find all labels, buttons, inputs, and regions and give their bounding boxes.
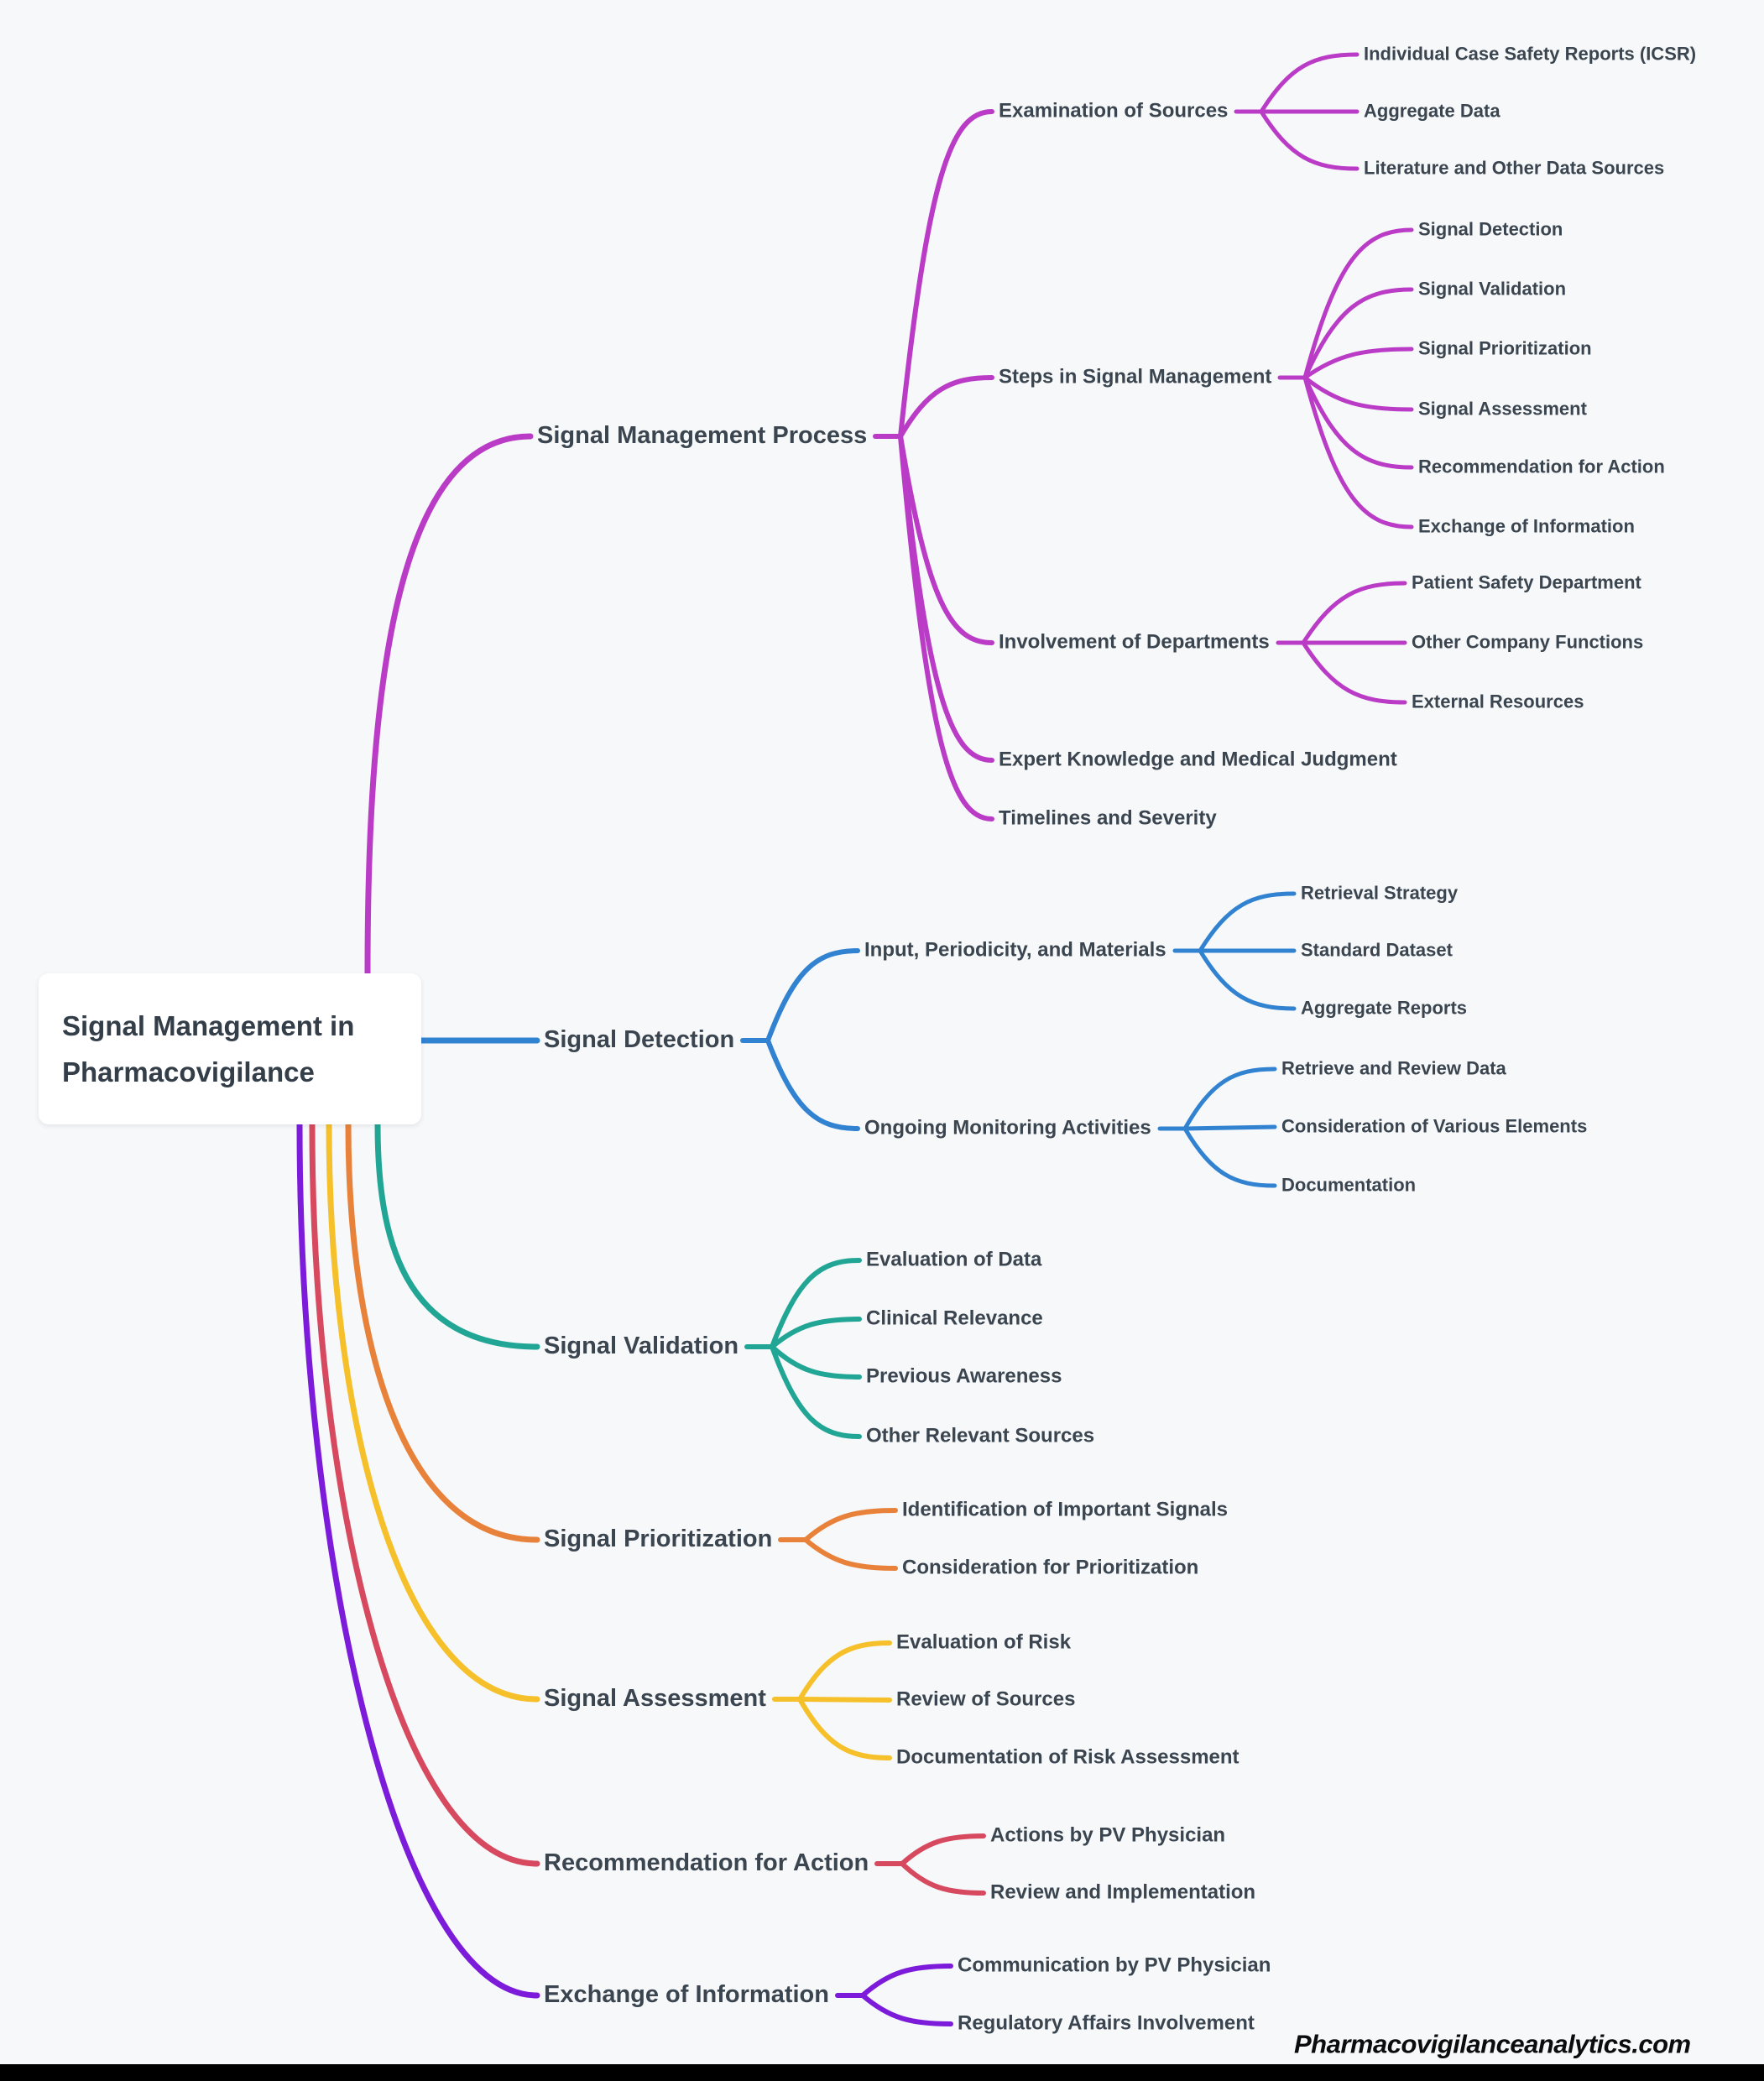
edge — [1302, 287, 1414, 380]
node-label: Aggregate Reports — [1301, 997, 1468, 1019]
node-label: Identification of Important Signals — [902, 1498, 1229, 1521]
edge — [803, 1508, 898, 1542]
edge — [900, 1861, 986, 1896]
node-label: Timelines and Severity — [999, 806, 1217, 830]
node-label: Clinical Relevance — [866, 1306, 1043, 1330]
node-label: Signal Prioritization — [544, 1525, 773, 1552]
edge — [770, 1344, 862, 1439]
edge — [1301, 640, 1407, 705]
edge — [296, 1121, 540, 1999]
edge — [326, 1121, 540, 1703]
node-label: Regulatory Affairs Involvement — [958, 2011, 1255, 2035]
node-label: Aggregate Data — [1364, 100, 1500, 122]
node-label: Standard Dataset — [1301, 939, 1453, 961]
node-label: Signal Assessment — [1418, 398, 1587, 420]
edge — [770, 1258, 862, 1349]
node-label: Consideration for Prioritization — [902, 1556, 1199, 1579]
node-label: Communication by PV Physician — [958, 1953, 1271, 1977]
node-label: Exchange of Information — [1418, 515, 1635, 537]
edge — [860, 1964, 953, 1998]
node-label: Signal Management Process — [537, 421, 868, 449]
edge — [345, 1121, 540, 1543]
edge — [1302, 375, 1414, 529]
node-label: Ongoing Monitoring Activities — [864, 1116, 1151, 1140]
node-label: Signal Detection — [1418, 218, 1563, 240]
node-label: Consideration of Various Elements — [1281, 1115, 1588, 1137]
edge — [860, 1993, 953, 2026]
node-label: Signal Assessment — [544, 1684, 766, 1712]
edge — [797, 1697, 892, 1703]
node-label: Retrieval Strategy — [1301, 882, 1459, 904]
edge — [309, 1121, 540, 1867]
node-label: Expert Knowledge and Medical Judgment — [999, 748, 1397, 771]
node-label: Input, Periodicity, and Materials — [864, 938, 1166, 962]
node-label: Examination of Sources — [999, 99, 1229, 123]
edge — [1302, 375, 1414, 470]
node-label: Individual Case Safety Reports (ICSR) — [1364, 43, 1697, 65]
edge — [797, 1640, 892, 1702]
node-label: Retrieve and Review Data — [1281, 1057, 1506, 1079]
edge — [898, 109, 994, 439]
edge — [797, 1697, 892, 1760]
node-label: Signal Validation — [1418, 278, 1567, 300]
edge — [1182, 1124, 1277, 1131]
node-label: Literature and Other Data Sources — [1364, 157, 1665, 179]
node-label: Patient Safety Department — [1412, 571, 1641, 593]
edge — [898, 375, 994, 439]
root-node: Signal Management in Pharmacovigilance — [39, 973, 421, 1124]
edge — [765, 948, 860, 1043]
edge — [1302, 227, 1414, 380]
edge — [1302, 347, 1414, 380]
edge — [1259, 52, 1360, 114]
edge — [1302, 375, 1414, 412]
node-label: Steps in Signal Management — [999, 365, 1272, 389]
edge — [1182, 1067, 1277, 1131]
edge — [374, 1121, 540, 1350]
edge — [1198, 891, 1297, 953]
node-label: External Resources — [1412, 691, 1584, 712]
edge — [900, 1833, 986, 1866]
root-title-line-1: Signal Management in — [62, 1010, 355, 1041]
node-label: Signal Validation — [544, 1332, 739, 1359]
node-label: Recommendation for Action — [544, 1849, 869, 1876]
edge — [803, 1537, 898, 1571]
node-label: Exchange of Information — [544, 1980, 829, 2008]
edge — [765, 1038, 860, 1131]
node-label: Documentation — [1281, 1174, 1417, 1196]
node-label: Review of Sources — [896, 1687, 1076, 1711]
watermark-text: Pharmacovigilanceanalytics.com — [1294, 2029, 1691, 2059]
edge — [898, 434, 994, 645]
node-label: Evaluation of Data — [866, 1248, 1042, 1271]
edge — [1259, 109, 1360, 171]
node-label: Involvement of Departments — [999, 630, 1270, 654]
edge — [1198, 948, 1297, 1011]
edge — [770, 1317, 862, 1349]
node-label: Previous Awareness — [866, 1364, 1062, 1388]
bottom-bar — [0, 2064, 1764, 2081]
edge — [364, 433, 534, 977]
edge — [770, 1344, 862, 1380]
edge — [1301, 581, 1407, 645]
edge — [898, 434, 994, 821]
node-label: Review and Implementation — [990, 1880, 1256, 1904]
node-label: Recommendation for Action — [1418, 456, 1665, 477]
node-label: Other Relevant Sources — [866, 1424, 1095, 1447]
node-label: Other Company Functions — [1412, 631, 1644, 653]
node-label: Signal Detection — [544, 1025, 735, 1053]
edge — [1182, 1126, 1277, 1188]
root-title-line-2: Pharmacovigilance — [62, 1056, 315, 1087]
node-label: Documentation of Risk Assessment — [896, 1745, 1239, 1769]
node-label: Signal Prioritization — [1418, 337, 1592, 359]
node-label: Evaluation of Risk — [896, 1630, 1072, 1654]
node-label: Actions by PV Physician — [990, 1823, 1226, 1847]
